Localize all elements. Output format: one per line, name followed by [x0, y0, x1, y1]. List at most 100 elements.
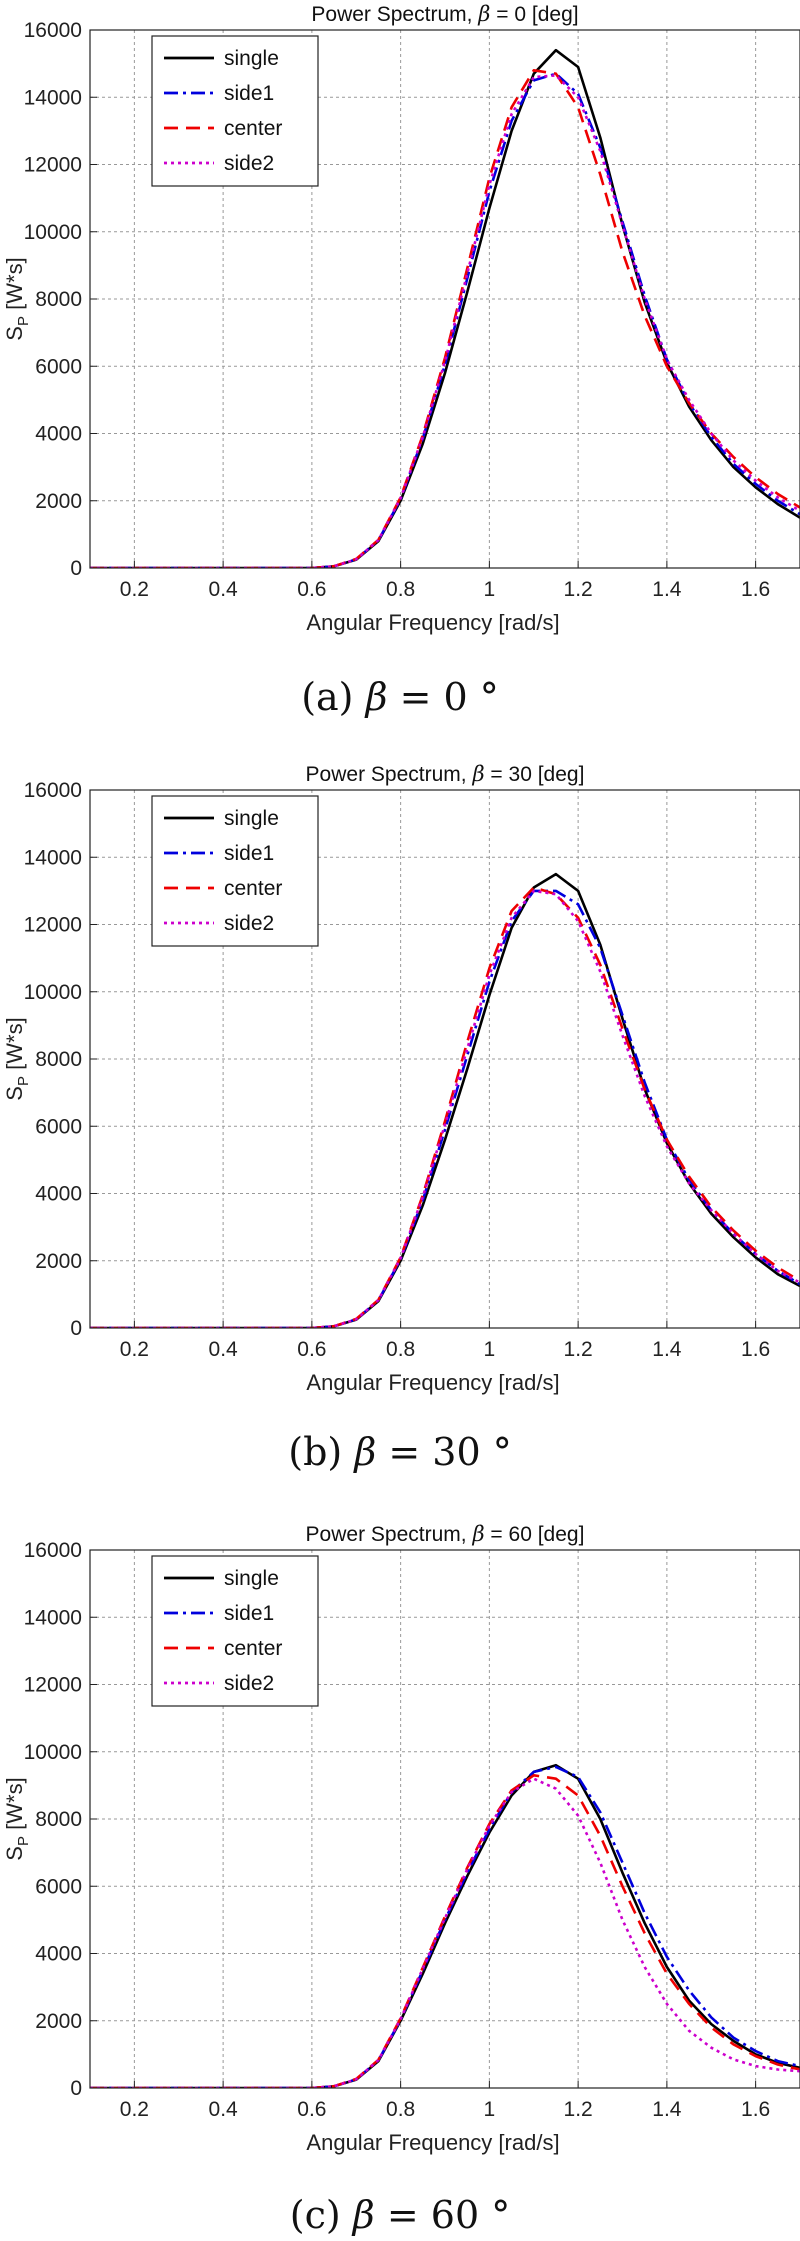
legend-label-single: single	[224, 47, 279, 70]
x-tick-label: 1.6	[741, 2098, 770, 2121]
legend-box	[151, 35, 319, 187]
x-tick-label: 1.2	[564, 1338, 593, 1361]
chart-title: Power Spectrum, β = 30 [deg]	[306, 762, 585, 786]
x-tick-label: 0.8	[386, 1338, 415, 1361]
legend-label-side2: side2	[224, 1672, 274, 1695]
y-tick-label: 12000	[24, 914, 82, 937]
x-tick-label: 0.2	[120, 578, 149, 601]
legend-label-single: single	[224, 1567, 279, 1590]
y-tick-label: 8000	[35, 1048, 82, 1071]
x-tick-label: 0.4	[209, 1338, 239, 1361]
title-beta: β	[471, 1522, 484, 1546]
y-tick-label: 8000	[35, 1808, 82, 1831]
x-tick-label: 1	[484, 578, 496, 601]
y-tick-label: 10000	[24, 981, 82, 1004]
y-tick-label: 10000	[24, 221, 82, 244]
y-tick-label: 2000	[35, 490, 82, 513]
series-line-side2	[90, 74, 800, 568]
title-beta: β	[471, 762, 484, 786]
x-tick-label: 1	[484, 1338, 496, 1361]
series-line-center	[90, 886, 800, 1328]
x-axis-label: Angular Frequency [rad/s]	[306, 1370, 559, 1395]
x-tick-label: 0.6	[297, 1338, 326, 1361]
x-tick-label: 0.2	[120, 1338, 149, 1361]
legend-label-side1: side1	[224, 842, 274, 865]
x-tick-label: 1.2	[564, 578, 593, 601]
y-tick-label: 6000	[35, 1115, 82, 1138]
series-group	[90, 48, 800, 568]
y-tick-label: 2000	[35, 2010, 82, 2033]
y-axis-label: SP [W*s]	[2, 1777, 32, 1860]
legend-label-side2: side2	[224, 912, 274, 935]
series-group	[90, 1763, 800, 2088]
series-line-single	[90, 1763, 800, 2088]
x-tick-label: 1.2	[564, 2098, 593, 2121]
y-tick-label: 14000	[24, 846, 82, 869]
panel-caption: (c) β = 60 °	[290, 2193, 510, 2237]
chart-title: Power Spectrum, β = 60 [deg]	[306, 1522, 585, 1546]
panel-caption: (b) β = 30 °	[288, 1430, 511, 1474]
y-axis-label: SP [W*s]	[2, 257, 32, 340]
y-tick-label: 4000	[35, 1943, 82, 1966]
legend-label-side1: side1	[224, 82, 274, 105]
chart-panel-3: 0 2000 4000 6000 8000 10000 12000 14000 16000 0.2…	[2, 1522, 800, 2237]
series-line-center	[90, 1774, 800, 2088]
x-tick-label: 1.6	[741, 1338, 770, 1361]
legend-label-center: center	[224, 117, 282, 140]
y-tick-label: 14000	[24, 1606, 82, 1629]
x-tick-label: 1.4	[652, 578, 682, 601]
y-tick-label: 0	[70, 1317, 82, 1340]
series-line-center	[90, 69, 800, 568]
chart-title: Power Spectrum, β = 0 [deg]	[311, 2, 578, 26]
series-line-side2	[90, 889, 800, 1328]
legend-label-center: center	[224, 1637, 282, 1660]
chart-panel-1: 0 2000 4000 6000 8000 10000 12000 14000 16000 0.2…	[2, 2, 800, 719]
x-tick-label: 1	[484, 2098, 496, 2121]
x-axis-label: Angular Frequency [rad/s]	[306, 2130, 559, 2155]
legend: single side1 center side2	[151, 1555, 319, 1707]
y-axis-label: SP [W*s]	[2, 1017, 32, 1100]
legend: single side1 center side2	[151, 35, 319, 187]
y-tick-label: 16000	[24, 779, 82, 802]
x-tick-label: 1.4	[652, 2098, 682, 2121]
legend-box	[151, 1555, 319, 1707]
series-group	[90, 872, 800, 1328]
legend-label-side1: side1	[224, 1602, 274, 1625]
y-tick-label: 2000	[35, 1250, 82, 1273]
x-tick-label: 0.8	[386, 2098, 415, 2121]
y-tick-label: 16000	[24, 19, 82, 42]
y-tick-label: 0	[70, 557, 82, 580]
x-tick-label: 1.6	[741, 578, 770, 601]
series-line-side1	[90, 889, 800, 1328]
legend-label-side2: side2	[224, 152, 274, 175]
legend-label-center: center	[224, 877, 282, 900]
chart-panel-2: 0 2000 4000 6000 8000 10000 12000 14000 16000 0.2…	[2, 762, 800, 1474]
y-tick-label: 8000	[35, 288, 82, 311]
y-tick-label: 10000	[24, 1741, 82, 1764]
y-tick-label: 4000	[35, 1183, 82, 1206]
x-tick-label: 0.4	[209, 2098, 239, 2121]
legend: single side1 center side2	[151, 795, 319, 947]
x-tick-label: 0.8	[386, 578, 415, 601]
y-tick-label: 4000	[35, 423, 82, 446]
y-tick-label: 16000	[24, 1539, 82, 1562]
series-line-side2	[90, 1777, 800, 2088]
panel-caption: (a) β = 0 °	[301, 675, 499, 719]
x-axis-label: Angular Frequency [rad/s]	[306, 610, 559, 635]
title-beta: β	[477, 2, 490, 26]
y-tick-label: 6000	[35, 355, 82, 378]
y-tick-label: 0	[70, 2077, 82, 2100]
x-tick-label: 0.6	[297, 578, 326, 601]
x-tick-label: 1.4	[652, 1338, 682, 1361]
y-tick-label: 6000	[35, 1875, 82, 1898]
y-tick-label: 12000	[24, 1674, 82, 1697]
x-tick-label: 0.2	[120, 2098, 149, 2121]
y-tick-label: 14000	[24, 86, 82, 109]
legend-box	[151, 795, 319, 947]
legend-label-single: single	[224, 807, 279, 830]
x-tick-label: 0.4	[209, 578, 239, 601]
y-tick-label: 12000	[24, 154, 82, 177]
series-line-side1	[90, 1765, 800, 2088]
x-tick-label: 0.6	[297, 2098, 326, 2121]
